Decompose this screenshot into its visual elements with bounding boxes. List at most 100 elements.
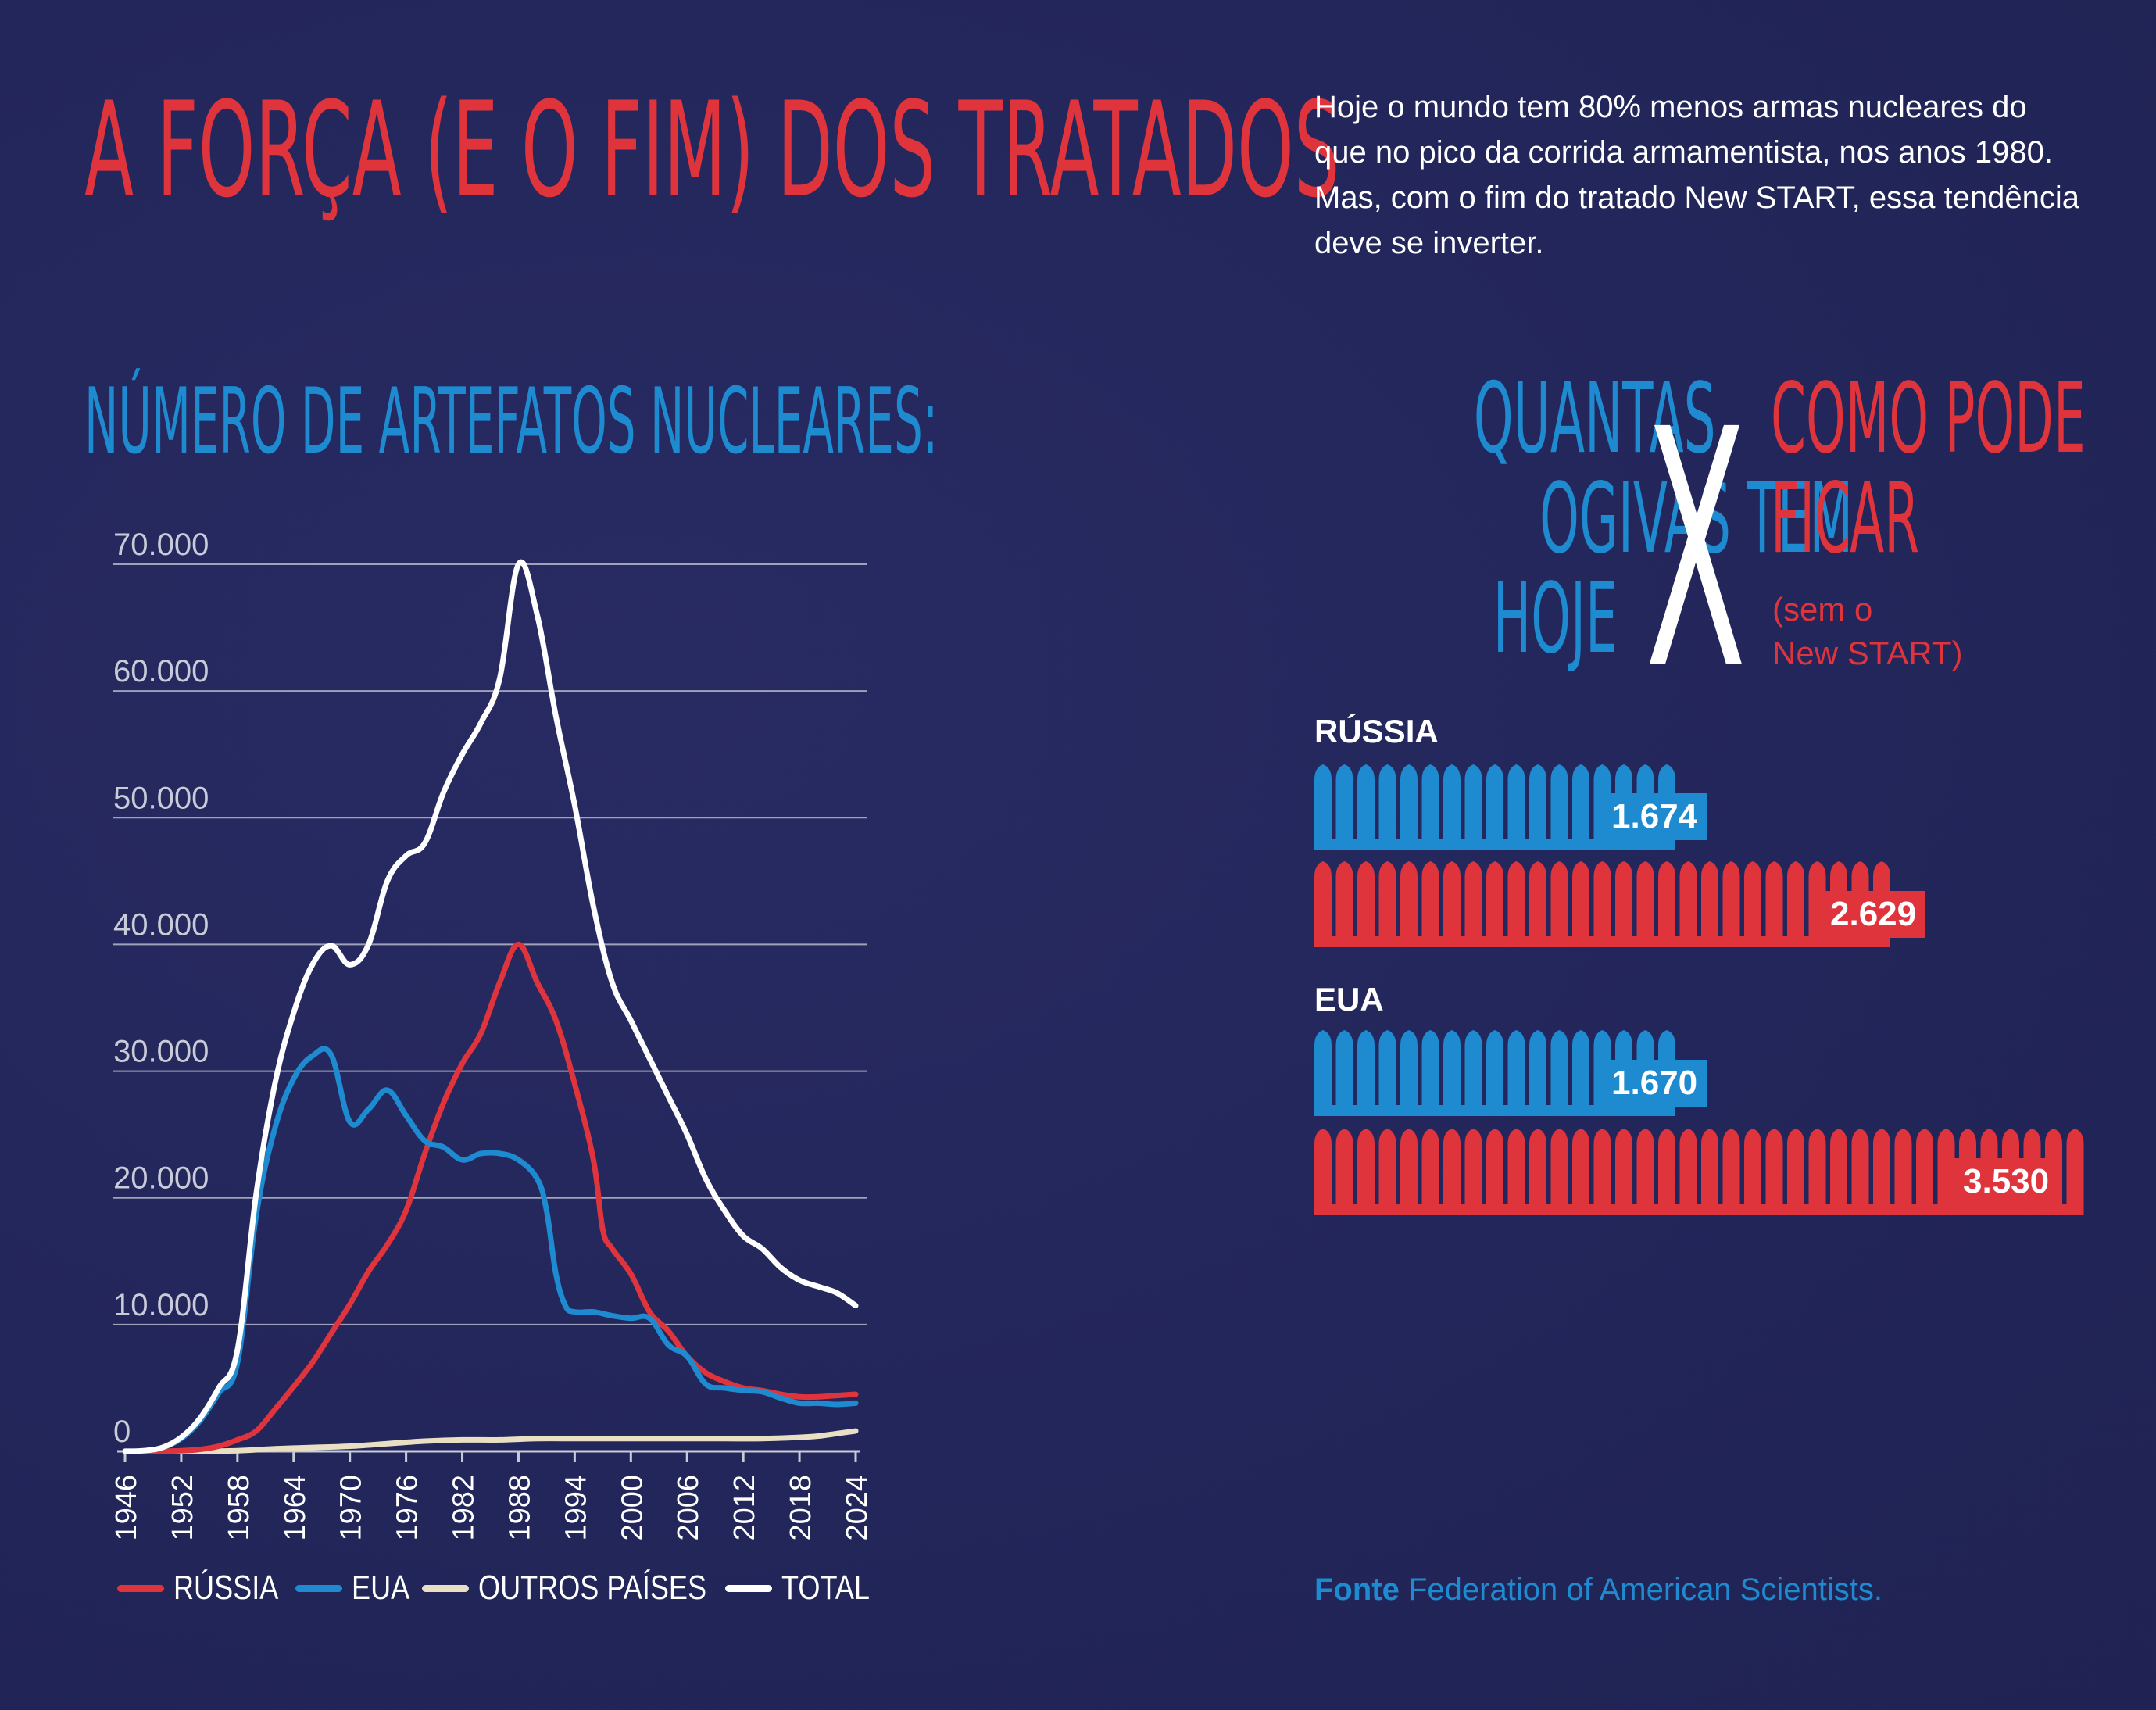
warhead-marker (1400, 1129, 1418, 1215)
comparison-note-line: (sem o (1772, 591, 1873, 628)
warhead-marker (1400, 861, 1418, 947)
bar-russia-today (1314, 764, 1675, 850)
x-tick-label: 1976 (392, 1475, 424, 1541)
series-line-r-ssia (122, 941, 859, 1454)
legend-swatch-others (422, 1584, 469, 1592)
warhead-marker (1529, 861, 1546, 947)
comparison-left-line: QUANTAS (1473, 363, 1716, 475)
comparison-left-line: HOJE (1493, 563, 1618, 675)
warhead-marker (1636, 861, 1654, 947)
legend-item-others: OUTROS PAÍSES (422, 1565, 756, 1612)
warhead-marker (1808, 1129, 1826, 1215)
x-axis-ticks: 1946 1952 1958 1964 1970 1976 1982 1988 1994 2000… (110, 1451, 874, 1541)
legend-item-total: TOTAL (725, 1565, 889, 1612)
warhead-marker (1550, 1030, 1568, 1116)
warhead-marker (1464, 1030, 1482, 1116)
warhead-marker (1636, 1129, 1654, 1215)
warhead-marker (1443, 1129, 1461, 1215)
legend-label-usa: EUA (352, 1569, 410, 1607)
warhead-marker (1486, 1129, 1503, 1215)
main-title: A FORÇA (E O FIM) DOS TRATADOS (84, 73, 1340, 227)
warhead-marker (1744, 861, 1761, 947)
comparison-right-line: COMO PODE (1771, 363, 2086, 475)
legend-item-russia: RÚSSIA (117, 1565, 302, 1612)
comparison-separator-text: X (1645, 374, 1747, 671)
warhead-marker (1507, 764, 1525, 850)
warhead-marker (1572, 1129, 1589, 1215)
warhead-marker (1593, 861, 1611, 947)
warhead-marker (1314, 861, 1332, 947)
legend-label-russia: RÚSSIA (173, 1569, 279, 1607)
x-tick-label: 1964 (279, 1475, 312, 1541)
warhead-marker (1615, 861, 1632, 947)
warhead-marker (1550, 764, 1568, 850)
warhead-marker (1787, 861, 1804, 947)
warhead-marker (1851, 1129, 1869, 1215)
comparison-right-line: FICAR (1771, 463, 1920, 575)
warhead-marker (1357, 861, 1375, 947)
warhead-marker (1507, 861, 1525, 947)
warhead-marker (1486, 764, 1503, 850)
y-tick-label: 60.000 (113, 654, 209, 689)
value-label-russia-today: 1.674 (1602, 793, 1707, 840)
warhead-marker (1701, 861, 1718, 947)
x-tick-label: 2000 (616, 1475, 649, 1541)
bar-russia-projected (1314, 861, 1890, 947)
warhead-marker (1464, 861, 1482, 947)
warhead-marker (1421, 1030, 1439, 1116)
warhead-marker (1507, 1030, 1525, 1116)
warhead-marker (1658, 861, 1675, 947)
warhead-marker (1830, 1129, 1847, 1215)
warhead-marker (1550, 1129, 1568, 1215)
warhead-marker (1357, 764, 1375, 850)
warhead-marker (1722, 1129, 1740, 1215)
y-axis-ticks: 0 10.000 20.000 30.000 40.000 50.000 60.000 70.… (113, 528, 209, 1449)
warhead-marker (1357, 1129, 1375, 1215)
y-tick-label: 0 (113, 1415, 131, 1449)
source-prefix: Fonte (1314, 1572, 1400, 1607)
warhead-marker (1314, 1129, 1332, 1215)
comparison-right-heading: COMO PODE FICAR (1771, 369, 2130, 569)
series-line-total (122, 559, 859, 1454)
value-label-usa-today: 1.670 (1602, 1060, 1707, 1107)
series-line-eua (122, 1046, 859, 1454)
comparison-left-line: OGIVAS TEM (1539, 463, 1854, 575)
warhead-marker (1378, 1129, 1396, 1215)
y-tick-label: 70.000 (113, 528, 209, 562)
warhead-marker (1722, 861, 1740, 947)
warhead-marker (1335, 861, 1353, 947)
y-tick-label: 50.000 (113, 781, 209, 815)
country-label-russia: RÚSSIA (1314, 713, 1439, 749)
warhead-marker (1894, 1129, 1912, 1215)
x-tick-label: 1946 (110, 1475, 143, 1541)
x-tick-label: 1958 (223, 1475, 256, 1541)
x-tick-label: 2006 (672, 1475, 705, 1541)
warhead-marker (1421, 861, 1439, 947)
y-tick-label: 30.000 (113, 1035, 209, 1069)
warhead-marker (1593, 1129, 1611, 1215)
comparison-note-line: New START) (1772, 635, 1963, 671)
warhead-marker (1916, 1129, 1933, 1215)
warhead-marker (1486, 1030, 1503, 1116)
chart-heading: NÚMERO DE ARTEFATOS NUCLEARES: (84, 369, 939, 474)
comparison-left-heading: QUANTAS OGIVAS TEM HOJE (1250, 369, 1853, 675)
warhead-marker (1572, 861, 1589, 947)
x-tick-label: 2024 (841, 1475, 874, 1541)
warhead-marker (1787, 1129, 1804, 1215)
intro-text: Hoje o mundo tem 80% menos armas nuclear… (1314, 90, 2079, 260)
x-tick-label: 1988 (503, 1475, 536, 1541)
warhead-marker (2066, 1129, 2084, 1215)
warhead-marker (1744, 1129, 1761, 1215)
warhead-marker (1679, 1129, 1697, 1215)
warhead-marker (1443, 861, 1461, 947)
warhead-marker (1701, 1129, 1718, 1215)
warhead-marker (1507, 1129, 1525, 1215)
warhead-marker (1486, 861, 1503, 947)
legend-swatch-total (725, 1584, 772, 1592)
y-tick-label: 20.000 (113, 1161, 209, 1196)
warhead-marker (1615, 1129, 1632, 1215)
source-text: Federation of American Scientists. (1408, 1572, 1882, 1607)
warhead-marker (1658, 1129, 1675, 1215)
warhead-marker (1529, 1030, 1546, 1116)
comparison-separator: X (1645, 374, 1747, 671)
